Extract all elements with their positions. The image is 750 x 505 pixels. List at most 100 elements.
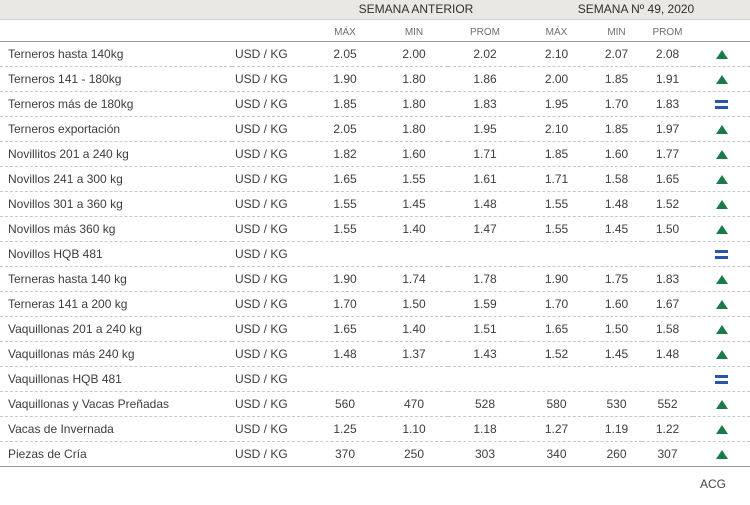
value-cell: 1.95	[522, 90, 591, 116]
value-cell: 1.51	[448, 315, 522, 341]
value-cell: 1.40	[380, 215, 448, 241]
value-cell: 1.25	[310, 415, 380, 441]
table-row: Terneros exportación USD / KG 2.05 1.80 …	[0, 115, 750, 141]
value-cell	[642, 365, 693, 391]
value-cell: 1.77	[642, 140, 693, 166]
value-cell: 580	[522, 390, 591, 416]
value-cell: 1.59	[448, 290, 522, 316]
row-unit: USD / KG	[232, 190, 310, 216]
value-cell: 1.82	[310, 140, 380, 166]
trend-up-icon	[715, 49, 728, 59]
value-cell: 1.90	[310, 65, 380, 91]
trend-up-icon	[715, 324, 728, 334]
value-cell: 1.52	[522, 340, 591, 366]
trend-cell	[693, 390, 750, 416]
value-cell	[591, 240, 642, 266]
row-unit: USD / KG	[232, 290, 310, 316]
value-cell: 1.90	[522, 265, 591, 291]
row-unit: USD / KG	[232, 440, 310, 467]
value-cell: 1.78	[448, 265, 522, 291]
value-cell: 1.61	[448, 165, 522, 191]
row-label: Novillitos 201 a 240 kg	[0, 140, 232, 166]
trend-cell	[693, 165, 750, 191]
value-cell	[522, 365, 591, 391]
value-cell: 1.80	[380, 115, 448, 141]
row-label: Terneras 141 a 200 kg	[0, 290, 232, 316]
value-cell: 2.10	[522, 40, 591, 66]
row-label: Terneros más de 180kg	[0, 90, 232, 116]
value-cell: 528	[448, 390, 522, 416]
row-label: Novillos 241 a 300 kg	[0, 165, 232, 191]
value-cell: 370	[310, 440, 380, 467]
value-cell	[310, 365, 380, 391]
value-cell: 2.05	[310, 40, 380, 66]
value-cell: 1.10	[380, 415, 448, 441]
group-header-current-week: SEMANA Nº 49, 2020	[522, 0, 750, 20]
row-unit: USD / KG	[232, 90, 310, 116]
trend-cell	[693, 65, 750, 91]
value-cell: 1.45	[380, 190, 448, 216]
value-cell	[310, 240, 380, 266]
row-unit: USD / KG	[232, 215, 310, 241]
row-label: Vaquillonas y Vacas Preñadas	[0, 390, 232, 416]
table-row: Vaquillonas HQB 481 USD / KG	[0, 365, 750, 391]
trend-up-icon	[715, 299, 728, 309]
col-header-min-prev: MIN	[404, 26, 424, 38]
value-cell: 1.19	[591, 415, 642, 441]
value-cell: 2.08	[642, 40, 693, 66]
trend-cell	[693, 315, 750, 341]
row-label: Novillos 301 a 360 kg	[0, 190, 232, 216]
value-cell: 1.71	[522, 165, 591, 191]
value-cell: 1.58	[642, 315, 693, 341]
value-cell: 1.45	[591, 215, 642, 241]
value-cell: 1.18	[448, 415, 522, 441]
trend-equal-icon	[715, 374, 728, 384]
row-label: Vaquillonas HQB 481	[0, 365, 232, 391]
value-cell: 470	[380, 390, 448, 416]
row-label: Novillos más 360 kg	[0, 215, 232, 241]
value-cell: 1.91	[642, 65, 693, 91]
value-cell: 250	[380, 440, 448, 467]
table-row: Terneros más de 180kg USD / KG 1.85 1.80…	[0, 90, 750, 116]
value-cell: 1.80	[380, 90, 448, 116]
trend-equal-icon	[715, 99, 728, 109]
value-cell: 1.48	[591, 190, 642, 216]
trend-up-icon	[715, 199, 728, 209]
trend-cell	[693, 115, 750, 141]
table-row: Terneros 141 - 180kg USD / KG 1.90 1.80 …	[0, 65, 750, 91]
trend-up-icon	[715, 349, 728, 359]
trend-cell	[693, 340, 750, 366]
subheader-row: MÁX MIN PROM MÁX MIN PROM	[0, 19, 750, 41]
value-cell: 1.85	[522, 140, 591, 166]
row-unit: USD / KG	[232, 315, 310, 341]
table-row: Novillos 241 a 300 kg USD / KG 1.65 1.55…	[0, 165, 750, 191]
table-row: Terneros hasta 140kg USD / KG 2.05 2.00 …	[0, 40, 750, 66]
trend-cell	[693, 265, 750, 291]
value-cell: 1.58	[591, 165, 642, 191]
value-cell: 1.65	[642, 165, 693, 191]
row-unit: USD / KG	[232, 40, 310, 66]
trend-cell	[693, 40, 750, 66]
value-cell: 307	[642, 440, 693, 467]
col-header-trend-spacer	[693, 19, 750, 41]
value-cell: 560	[310, 390, 380, 416]
value-cell: 1.97	[642, 115, 693, 141]
value-cell: 1.80	[380, 65, 448, 91]
value-cell: 1.71	[448, 140, 522, 166]
row-label: Piezas de Cría	[0, 440, 232, 467]
row-label: Novillos HQB 481	[0, 240, 232, 266]
trend-cell	[693, 215, 750, 241]
value-cell: 1.83	[642, 265, 693, 291]
col-header-max-prev: MÁX	[334, 26, 356, 38]
value-cell	[448, 240, 522, 266]
trend-cell	[693, 90, 750, 116]
value-cell: 2.07	[591, 40, 642, 66]
value-cell: 1.85	[310, 90, 380, 116]
value-cell: 1.95	[448, 115, 522, 141]
value-cell: 1.83	[642, 90, 693, 116]
value-cell: 1.55	[522, 215, 591, 241]
row-unit: USD / KG	[232, 265, 310, 291]
table-header: SEMANA ANTERIOR SEMANA Nº 49, 2020 MÁX M…	[0, 0, 750, 41]
row-unit: USD / KG	[232, 65, 310, 91]
trend-up-icon	[715, 149, 728, 159]
